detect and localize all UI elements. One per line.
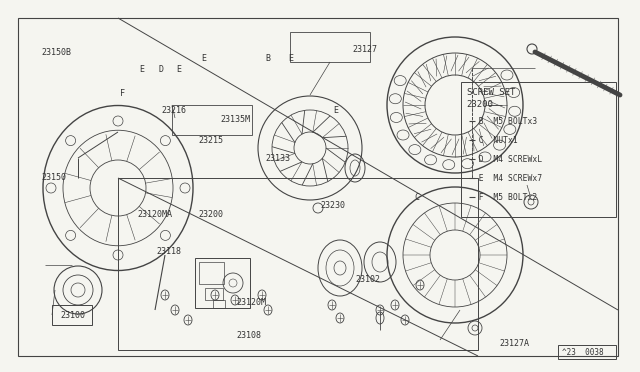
Bar <box>199 262 224 284</box>
Text: F  M5 BOLTx2: F M5 BOLTx2 <box>468 193 537 202</box>
Text: 23127: 23127 <box>352 45 377 54</box>
Text: 23200: 23200 <box>467 100 493 109</box>
Text: 23230: 23230 <box>320 201 345 210</box>
Text: C  NUTx1: C NUTx1 <box>468 136 518 145</box>
Text: 23120MA: 23120MA <box>138 210 173 219</box>
Text: SCREW SET: SCREW SET <box>467 88 515 97</box>
Bar <box>118 178 478 350</box>
Text: E: E <box>333 106 338 115</box>
Text: 23215: 23215 <box>198 136 223 145</box>
Text: 23200: 23200 <box>198 210 223 219</box>
Text: E: E <box>139 65 144 74</box>
Text: E: E <box>288 54 293 63</box>
Text: C: C <box>414 193 419 202</box>
Text: B: B <box>266 54 271 63</box>
Text: E: E <box>202 54 207 63</box>
Text: 23120M: 23120M <box>237 298 267 307</box>
Bar <box>213 300 225 308</box>
Text: 23102: 23102 <box>355 275 380 284</box>
Bar <box>558 345 616 359</box>
Text: 23108: 23108 <box>237 331 262 340</box>
Text: D  M4 SCREWxL: D M4 SCREWxL <box>468 155 542 164</box>
Text: D: D <box>159 65 164 74</box>
Text: 23133: 23133 <box>266 154 291 163</box>
Text: ^23  0038: ^23 0038 <box>562 348 604 357</box>
Text: 23150: 23150 <box>42 173 67 182</box>
Text: 23100: 23100 <box>61 311 86 320</box>
Text: B  M5 BOLTx3: B M5 BOLTx3 <box>468 117 537 126</box>
Bar <box>290 32 370 62</box>
Text: E: E <box>176 65 181 74</box>
Bar <box>195 258 250 308</box>
Bar <box>172 105 252 135</box>
Text: E  M4 SCREWx7: E M4 SCREWx7 <box>468 174 542 183</box>
Text: 23135M: 23135M <box>221 115 251 124</box>
Bar <box>461 82 616 217</box>
Text: 23118: 23118 <box>157 247 182 256</box>
Bar <box>52 305 92 325</box>
Text: F: F <box>120 89 125 97</box>
Text: 23150B: 23150B <box>42 48 72 57</box>
Text: 23216: 23216 <box>162 106 187 115</box>
Text: 23127A: 23127A <box>499 339 529 347</box>
Bar <box>205 288 223 300</box>
